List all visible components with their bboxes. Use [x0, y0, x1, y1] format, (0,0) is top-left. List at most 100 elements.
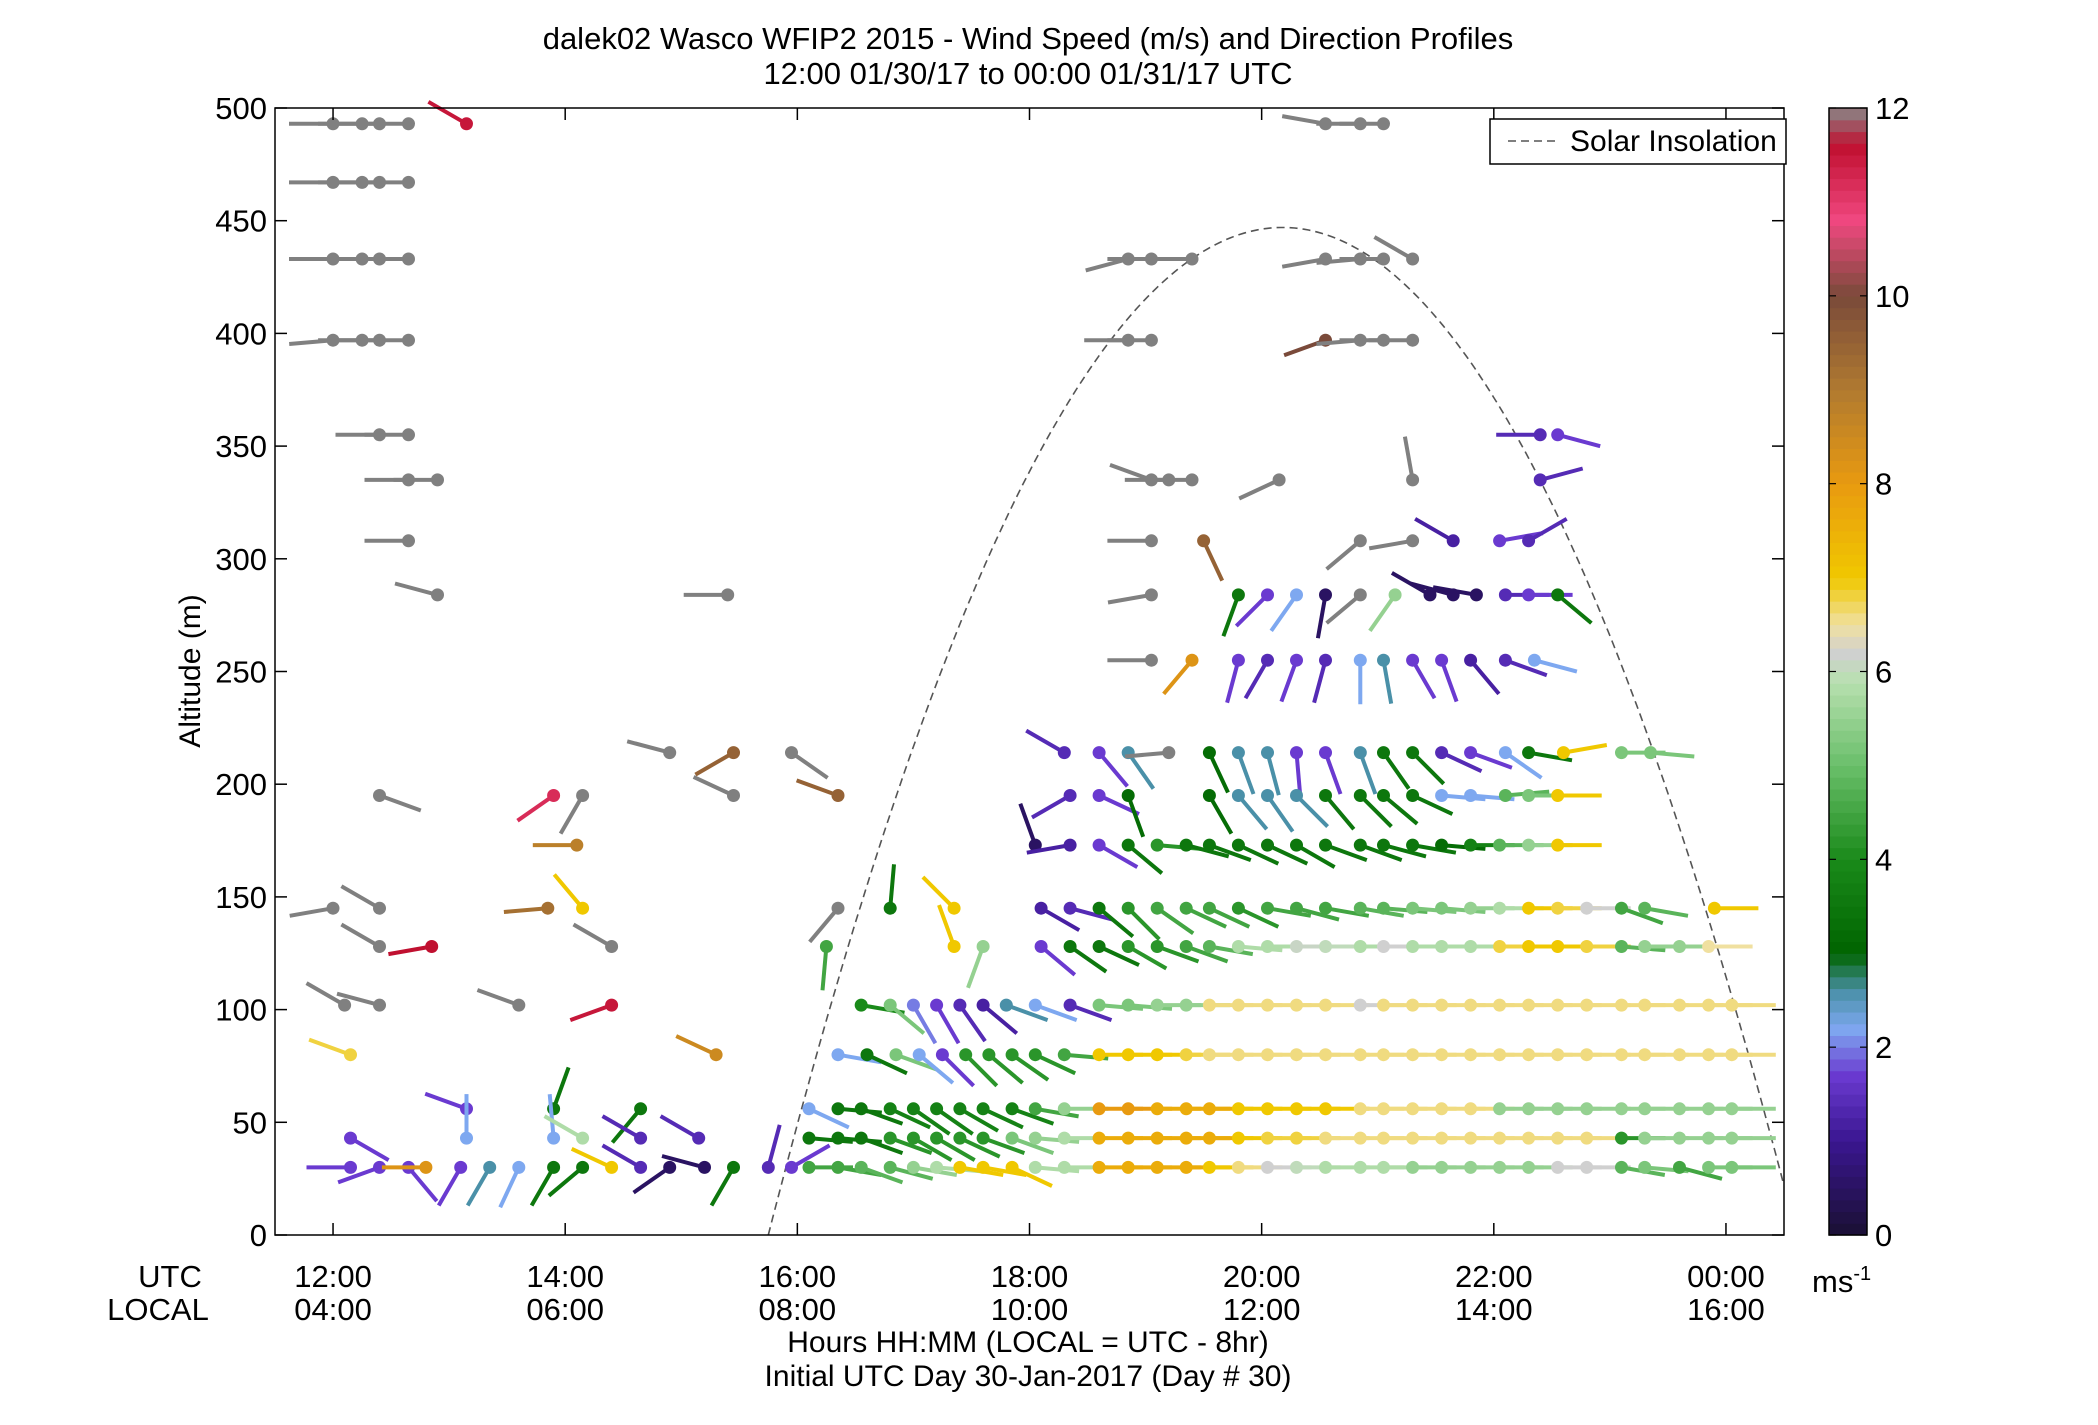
wind-barb [1202, 838, 1252, 862]
wind-barb-shaft [1098, 1003, 1144, 1011]
wind-barb-shaft [1620, 906, 1664, 926]
wind-barb-shaft [860, 1165, 904, 1185]
wind-barb-dot [1353, 588, 1367, 602]
colorbar-tick-label: 8 [1875, 467, 1892, 502]
wind-barb-shaft [837, 1052, 882, 1065]
wind-barb [1638, 901, 1689, 918]
wind-barb-dot [1005, 1102, 1019, 1116]
wind-barb-dot [831, 1131, 845, 1145]
wind-barb [976, 1102, 1024, 1130]
wind-barb [1225, 653, 1245, 704]
wind-barb-shaft [1126, 843, 1164, 875]
colorbar-segment [1829, 812, 1867, 825]
wind-barb-dot [1435, 746, 1449, 760]
wind-barb-shaft [1412, 843, 1457, 855]
wind-barb [289, 901, 340, 918]
wind-barb-dot [1377, 1102, 1390, 1116]
wind-barb [1269, 588, 1303, 633]
wind-barb-dot [1638, 1048, 1652, 1062]
wind-barb-dot [547, 1160, 561, 1174]
wind-barb [1353, 838, 1403, 862]
colorbar-segment [1829, 436, 1867, 450]
wind-barb [1197, 534, 1225, 582]
wind-barb-dot [1261, 746, 1274, 760]
wind-barb-shaft [808, 1106, 850, 1130]
wind-barb [1551, 789, 1602, 802]
wind-barb-shaft [1124, 750, 1169, 759]
wind-barb-dot [976, 998, 990, 1012]
wind-barb-dot [1551, 901, 1565, 915]
wind-barb-dot [1493, 1048, 1507, 1062]
wind-barb [1231, 940, 1283, 953]
wind-barb-shaft [551, 1066, 571, 1110]
wind-barb [1028, 1131, 1080, 1145]
wind-barb-dot [1202, 746, 1216, 760]
wind-barb-dot [1231, 998, 1245, 1012]
colorbar-segment [1829, 1211, 1867, 1224]
wind-barb-shaft [790, 1143, 831, 1170]
wind-barb [558, 789, 590, 835]
wind-barb-dot [1150, 838, 1164, 852]
wind-barb-dot [802, 1102, 816, 1116]
wind-barb-dot [1551, 1131, 1565, 1145]
wind-barb-dot [402, 534, 415, 548]
colorbar-segment [1829, 882, 1867, 896]
wind-barb [1121, 998, 1173, 1012]
wind-barb-dot [1702, 1131, 1716, 1145]
wind-barb-dot [953, 1131, 967, 1145]
wind-barb-dot [1406, 1131, 1420, 1145]
wind-barb-dot [1580, 1048, 1594, 1062]
colorbar-segment [1829, 178, 1867, 191]
wind-barb [1522, 517, 1568, 548]
wind-barb-dot [1377, 1160, 1390, 1174]
colorbar-segment [1829, 507, 1867, 520]
wind-barb-shaft [427, 100, 468, 126]
colorbar-segment [1829, 1023, 1867, 1037]
wind-barb-dot [1290, 1160, 1303, 1174]
wind-barb-dot [906, 998, 920, 1012]
wind-barb [1402, 436, 1420, 487]
wind-barb-shaft [860, 1106, 904, 1126]
wind-barb-dot [1261, 1048, 1274, 1062]
wind-barb-dot [831, 1160, 845, 1174]
wind-barb [883, 998, 926, 1035]
wind-barb-shaft [516, 793, 555, 823]
wind-barb [1551, 838, 1602, 852]
colorbar-segment [1829, 1082, 1867, 1095]
wind-barb [1725, 1160, 1776, 1174]
colorbar-segment [1829, 777, 1867, 790]
wind-barb-shaft [1402, 436, 1415, 481]
wind-barb-dot [819, 940, 833, 953]
wind-barb [1319, 789, 1356, 831]
wind-barb-dot [1493, 1102, 1507, 1116]
legend: Solar Insolation [1489, 118, 1787, 165]
wind-barb-dot [1702, 1048, 1716, 1062]
wind-barb-dot [1464, 789, 1478, 802]
colorbar-segment [1829, 166, 1867, 180]
wind-barb-shaft [1323, 794, 1356, 831]
wind-barb-shaft [340, 922, 381, 949]
colorbar-segment [1829, 389, 1867, 403]
wind-barb [381, 1160, 433, 1174]
wind-barb [1290, 901, 1340, 922]
wind-barbs [289, 100, 1776, 1209]
wind-barb-dot [854, 1160, 868, 1174]
wind-barb-shaft [1097, 906, 1135, 939]
wind-barb-dot [1702, 1160, 1716, 1174]
wind-barb [1414, 517, 1460, 548]
colorbar-segment [1829, 331, 1867, 344]
wind-barb-dot [1185, 653, 1199, 667]
wind-barb [953, 1131, 1001, 1159]
wind-barb-shaft [1265, 794, 1295, 833]
colorbar-tick-label: 6 [1875, 655, 1892, 690]
wind-barb [1406, 789, 1454, 816]
wind-barb-dot [344, 1160, 357, 1174]
wind-barb-dot [1290, 901, 1303, 915]
wind-barb-shaft [982, 1106, 1024, 1130]
wind-barb-dot [576, 1131, 590, 1145]
colorbar-segment [1829, 1188, 1867, 1201]
wind-barb [1179, 940, 1229, 964]
wind-barb-shaft [1126, 906, 1161, 941]
wind-barb-dot [976, 1131, 990, 1145]
wind-barb-shaft [476, 988, 520, 1007]
